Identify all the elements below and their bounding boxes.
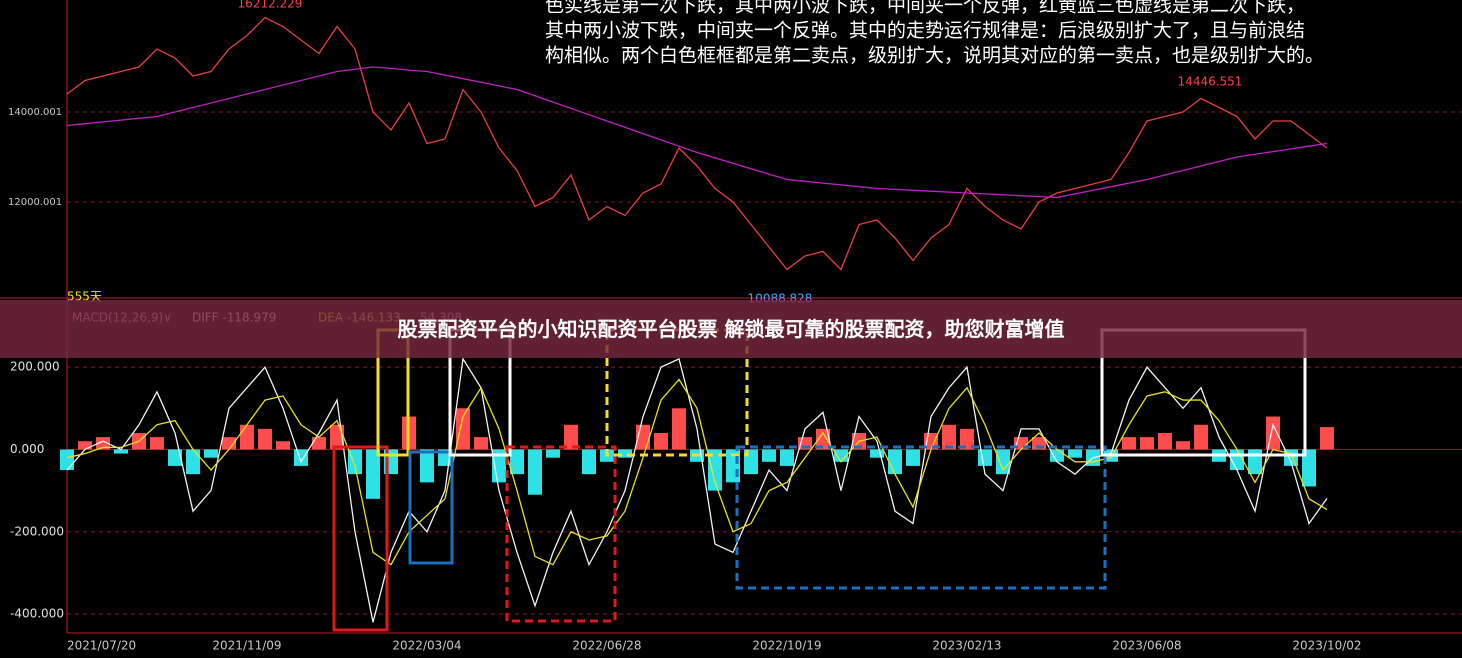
- histogram-bar: [222, 437, 236, 450]
- series-line: [66, 357, 1328, 623]
- histogram-bar: [312, 437, 326, 450]
- y-tick-label: 0.000: [10, 442, 44, 456]
- histogram-bar: [582, 449, 596, 475]
- y-tick-label: 14000.001: [8, 107, 62, 118]
- histogram-bar: [1302, 449, 1316, 487]
- histogram-bar: [1248, 449, 1262, 475]
- histogram-bar: [1320, 427, 1334, 450]
- histogram-bar: [564, 424, 578, 450]
- histogram-bar: [1050, 449, 1064, 462]
- histogram-bar: [510, 449, 524, 475]
- histogram-bar: [1158, 432, 1172, 450]
- x-tick-label: 2021/07/20: [67, 639, 136, 653]
- box: [332, 445, 389, 632]
- banner: 股票配资平台的小知识配资平台股票 解锁最可靠的股票配资，助您财富增值: [0, 300, 1462, 358]
- x-tick-label: 2023/02/13: [932, 639, 1001, 653]
- histogram-bar: [942, 424, 956, 450]
- histogram-bar: [546, 449, 560, 458]
- histogram-bar: [996, 449, 1010, 475]
- histogram-bar: [1266, 416, 1280, 450]
- x-tick-label: 2022/03/04: [392, 639, 461, 653]
- histogram-bar: [978, 449, 992, 466]
- histogram-bar: [240, 424, 254, 450]
- histogram-bar: [204, 449, 218, 458]
- histogram-bar: [870, 449, 884, 458]
- histogram-bar: [294, 449, 308, 466]
- box: [735, 445, 1107, 590]
- boxes: [332, 328, 1307, 632]
- x-tick-label: 2023/10/02: [1292, 639, 1361, 653]
- histogram-bar: [114, 449, 128, 454]
- histogram-bar: [816, 428, 830, 450]
- histogram-bar: [258, 428, 272, 450]
- series-line: [66, 378, 1328, 566]
- histogram-bar: [1140, 437, 1154, 450]
- box: [408, 450, 454, 565]
- histogram-bar: [906, 449, 920, 466]
- y-tick-label: -400.000: [10, 607, 64, 621]
- histogram-bar: [78, 441, 92, 450]
- note-text: 构相似。两个白色框框都是第二卖点，级别扩大，说明其对应的第一卖点，也是级别扩大的…: [545, 45, 1324, 67]
- histogram-bar: [186, 449, 200, 475]
- x-tick-label: 2021/11/09: [212, 639, 281, 653]
- x-tick-label: 2023/06/08: [1112, 639, 1181, 653]
- histogram-bar: [1194, 424, 1208, 450]
- y-tick-label: -200.000: [10, 524, 64, 538]
- y-tick-label: 12000.001: [8, 197, 62, 208]
- histogram-bar: [96, 437, 110, 450]
- series-line: [66, 66, 1328, 199]
- note-text: 色实线是第一次下跌，其中两小波下跌，中间夹一个反弹，红黄蓝三色虚线是第二次下跌，: [545, 0, 1305, 17]
- histogram-bar: [1122, 437, 1136, 450]
- series-line: [66, 16, 1328, 271]
- annotation: 16212.229: [238, 0, 303, 11]
- histogram-bar: [1176, 441, 1190, 450]
- histogram-bar: [456, 408, 470, 450]
- histogram-bar: [618, 449, 632, 458]
- histogram-bar: [708, 449, 722, 491]
- histogram-bar: [672, 408, 686, 450]
- x-tick-label: 2022/06/28: [572, 639, 641, 653]
- histogram-bar: [780, 449, 794, 466]
- histogram-bar: [528, 449, 542, 495]
- histogram-bar: [474, 437, 488, 450]
- histogram-bar: [60, 449, 74, 471]
- annotation: 14446.551: [1178, 75, 1243, 89]
- histogram-bar: [1068, 449, 1082, 458]
- histogram-bar: [654, 432, 668, 450]
- box: [505, 445, 617, 623]
- histogram-bar: [150, 437, 164, 450]
- histogram-bar: [960, 428, 974, 450]
- histogram-bar: [420, 449, 434, 483]
- histogram-bar: [762, 449, 776, 462]
- histogram-bar: [276, 441, 290, 450]
- y-tick-label: 200.000: [10, 360, 60, 374]
- histogram-bar: [168, 449, 182, 466]
- note-text: 其中两小波下跌，中间夹一个反弹。其中的走势运行规律是：后浪级别扩大了，且与前浪结: [545, 20, 1305, 42]
- histogram-bar: [366, 449, 380, 499]
- histogram-bar: [888, 449, 902, 475]
- x-tick-label: 2022/10/19: [752, 639, 821, 653]
